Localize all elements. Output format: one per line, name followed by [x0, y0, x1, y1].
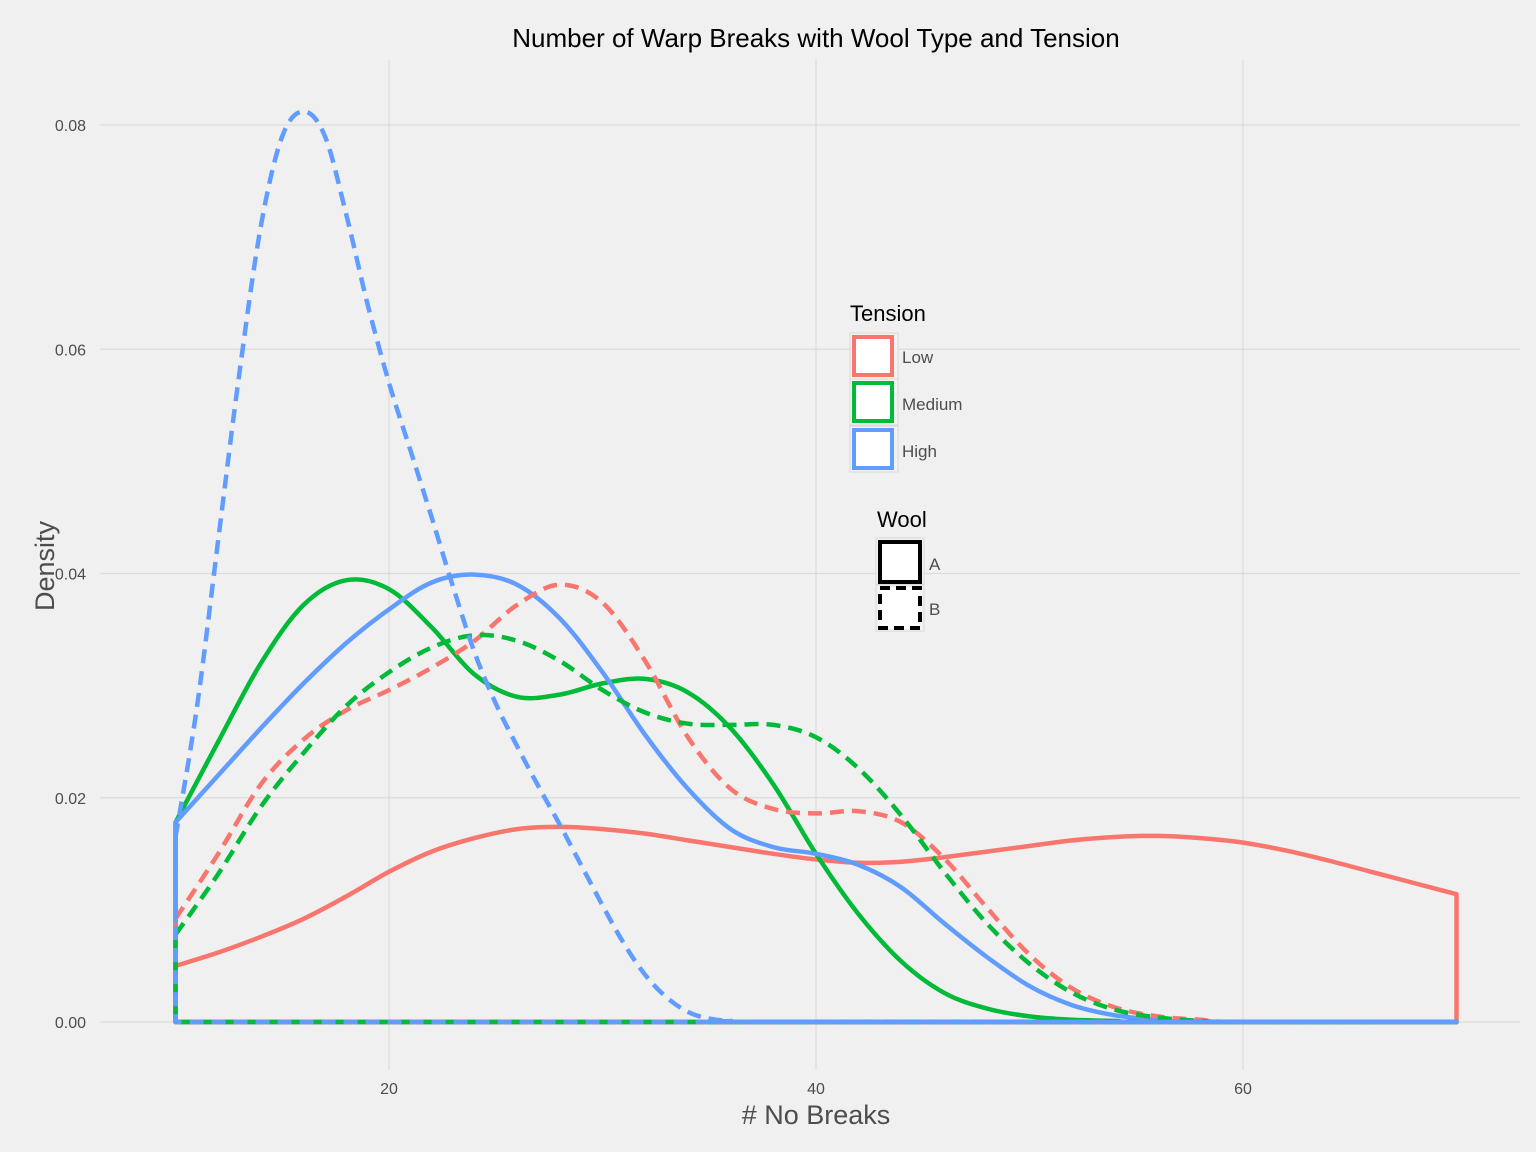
legend-swatch-wool-a: [878, 540, 922, 584]
legend-swatch-wool-b: [878, 586, 922, 630]
y-axis-ticks: 0.00 0.02 0.04 0.06 0.08: [55, 118, 86, 1032]
legend-wool: Wool A B: [875, 507, 941, 632]
legend-item-high: High: [849, 425, 937, 473]
density-curve-high-wool-b: [173, 109, 1459, 1025]
legend-item-wool-b: B: [875, 584, 940, 632]
legend-title-tension: Tension: [850, 301, 926, 326]
legend-item-medium: Medium: [849, 378, 962, 426]
legend-title-wool: Wool: [877, 507, 927, 532]
legend-label-high: High: [902, 442, 937, 461]
x-axis-ticks: 20 40 60: [380, 1081, 1252, 1098]
legend-item-wool-a: A: [875, 537, 941, 585]
density-curves: [173, 109, 1459, 1025]
gridlines: [100, 60, 1520, 1070]
y-tick-label: 0.08: [55, 118, 86, 135]
y-tick-label: 0.04: [55, 567, 86, 584]
legend-label-low: Low: [902, 348, 934, 367]
legend-swatch-medium: [852, 381, 894, 423]
chart-title: Number of Warp Breaks with Wool Type and…: [512, 23, 1119, 53]
legend-label-wool-b: B: [929, 600, 940, 619]
x-tick-label: 60: [1234, 1081, 1252, 1098]
density-curve-medium-wool-b: [173, 632, 1459, 1025]
x-tick-label: 20: [380, 1081, 398, 1098]
y-tick-label: 0.02: [55, 791, 86, 808]
legend-swatch-high: [852, 428, 894, 470]
y-axis-title: Density: [30, 520, 60, 611]
legend-label-wool-a: A: [929, 555, 941, 574]
legend-label-medium: Medium: [902, 395, 962, 414]
legend-tension: Tension Low Medium High: [849, 301, 962, 473]
y-tick-label: 0.06: [55, 342, 86, 359]
density-curve-high-wool-a: [173, 572, 1459, 1025]
legend-swatch-low: [852, 335, 894, 377]
y-tick-label: 0.00: [55, 1015, 86, 1032]
x-axis-title: # No Breaks: [742, 1100, 891, 1130]
x-tick-label: 40: [807, 1081, 825, 1098]
legend-item-low: Low: [849, 332, 934, 380]
density-curve-low-wool-b: [173, 582, 1459, 1025]
